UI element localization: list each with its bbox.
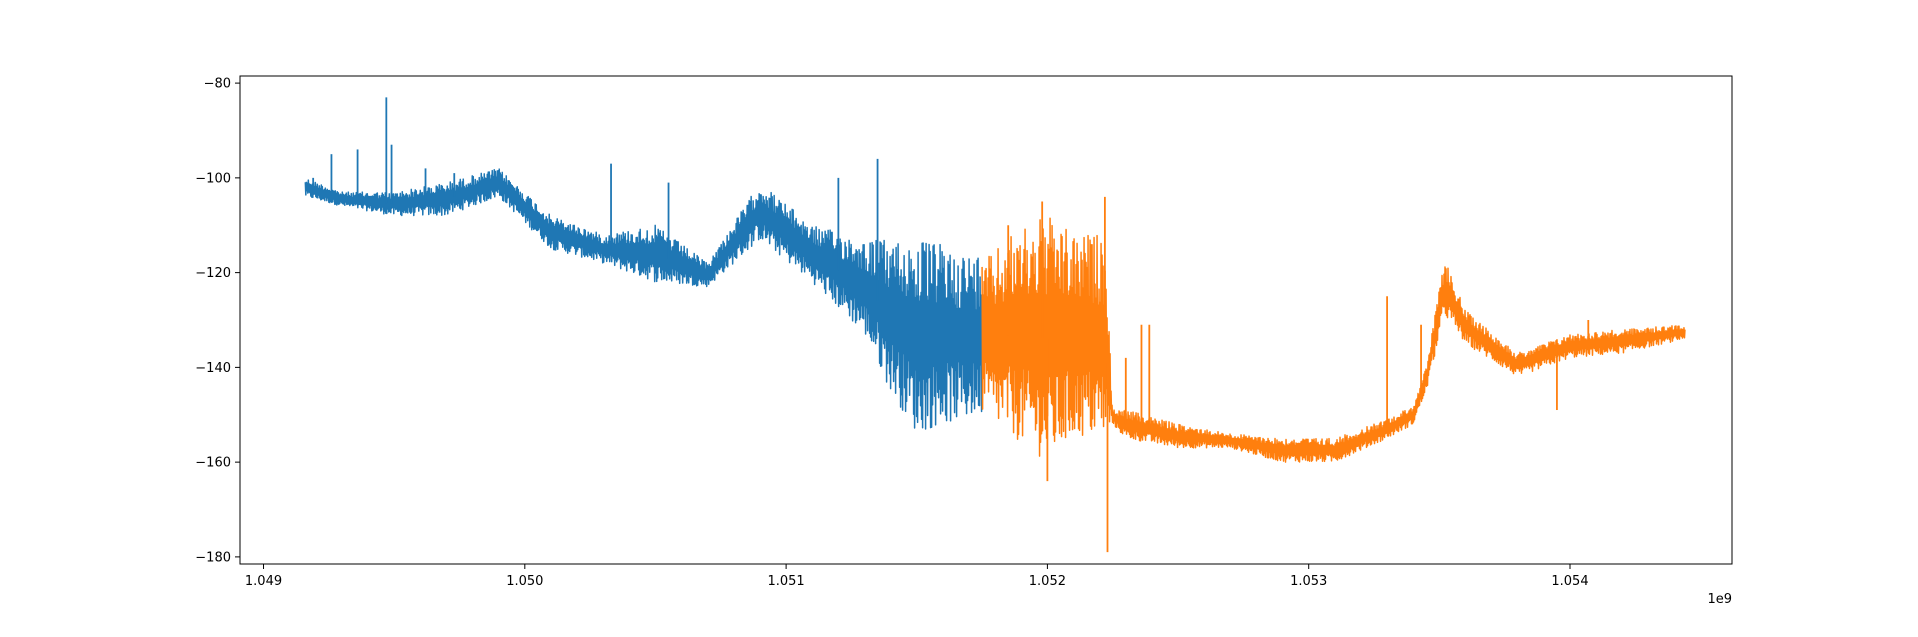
x-tick-label: 1.052 [1029,574,1066,589]
x-tick-label: 1.054 [1551,574,1588,589]
series-layer [304,97,1686,553]
y-tick-label: −160 [195,456,231,471]
y-tick-label: −120 [195,266,231,281]
series-1 [304,97,983,430]
series-2-line [981,217,1686,463]
series-2 [981,196,1686,553]
plot-frame [239,75,1733,565]
axis-layer: 1.049 1.050 1.051 1.052 1.053 1.054 −80 −100 −12… [195,77,1588,589]
x-tick-label: 1.050 [506,574,543,589]
x-tick-label: 1.053 [1290,574,1327,589]
x-offset-label: 1e9 [1707,592,1732,607]
y-tick-label: −180 [195,550,231,565]
x-tick-label: 1.051 [767,574,804,589]
x-tick-label: 1.049 [245,574,282,589]
series-1-line [304,168,983,430]
y-tick-label: −100 [195,171,231,186]
y-tick-label: −80 [204,77,231,92]
y-tick-label: −140 [195,361,231,376]
